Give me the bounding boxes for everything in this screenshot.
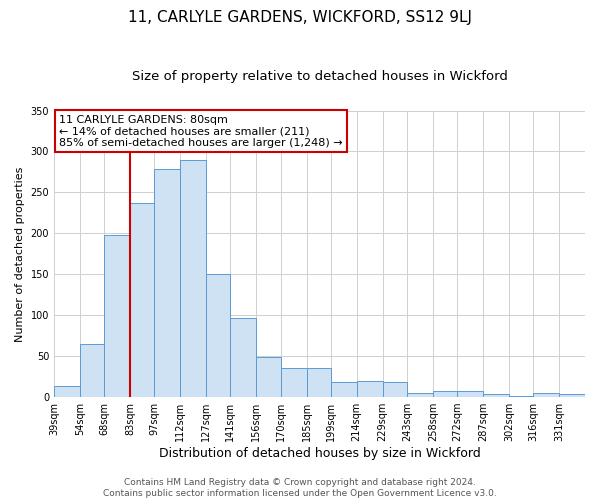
Text: 11 CARLYLE GARDENS: 80sqm
← 14% of detached houses are smaller (211)
85% of semi: 11 CARLYLE GARDENS: 80sqm ← 14% of detac… [59,115,343,148]
Bar [104,235,130,397]
Bar [407,393,433,397]
Bar [383,382,407,397]
Text: Contains HM Land Registry data © Crown copyright and database right 2024.
Contai: Contains HM Land Registry data © Crown c… [103,478,497,498]
Bar [130,203,154,397]
Title: Size of property relative to detached houses in Wickford: Size of property relative to detached ho… [131,70,508,83]
Bar [256,357,281,397]
Bar [509,396,533,397]
Bar [483,394,509,397]
Bar [80,344,104,397]
Bar [206,274,230,397]
Bar [180,160,206,397]
Bar [457,392,483,397]
Text: 11, CARLYLE GARDENS, WICKFORD, SS12 9LJ: 11, CARLYLE GARDENS, WICKFORD, SS12 9LJ [128,10,472,25]
Bar [533,393,559,397]
Bar [433,390,457,397]
Bar [54,386,80,397]
Bar [307,368,331,397]
Bar [331,382,357,397]
Y-axis label: Number of detached properties: Number of detached properties [15,166,25,342]
X-axis label: Distribution of detached houses by size in Wickford: Distribution of detached houses by size … [158,447,481,460]
Bar [230,318,256,397]
Bar [154,168,180,397]
Bar [357,380,383,397]
Bar [281,368,307,397]
Bar [559,394,585,397]
